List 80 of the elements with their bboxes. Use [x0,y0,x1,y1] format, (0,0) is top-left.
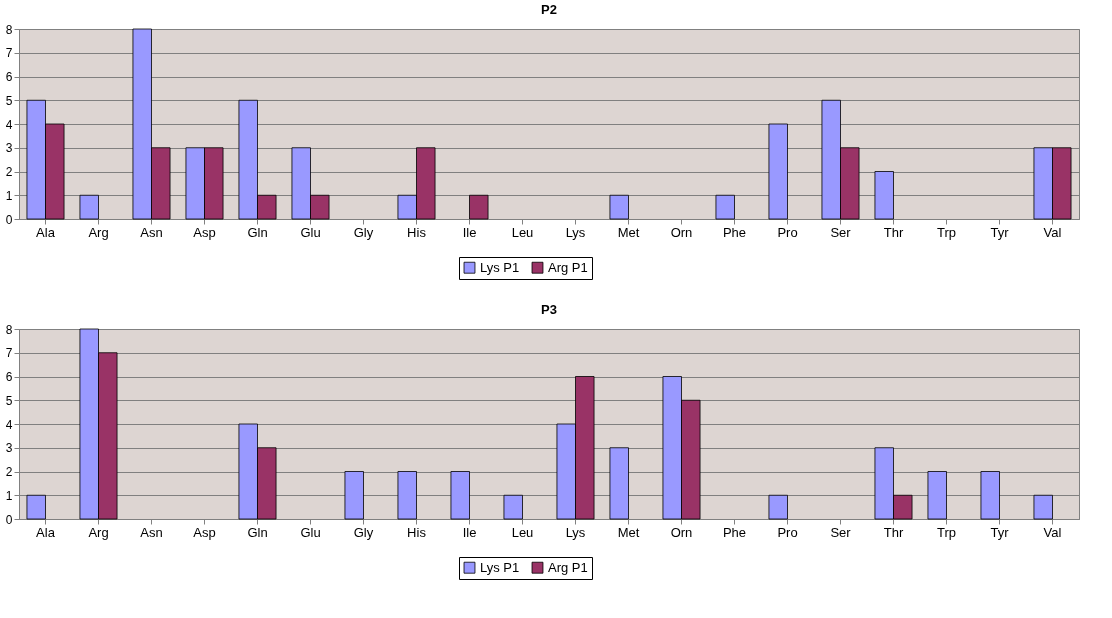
bar [450,471,470,520]
x-tick-label: Ile [462,224,477,240]
y-tick-label: 4 [5,417,13,432]
x-tick-label: His [407,524,427,540]
y-tick-label: 7 [5,346,13,361]
x-tick-label: Met [617,524,640,540]
y-tick-label: 7 [5,46,13,61]
y-tick-label: 6 [5,70,13,84]
y-tick-label: 5 [5,393,13,408]
y-tick-label: 0 [5,512,13,527]
chart-title: P3 [541,302,557,317]
x-tick-label: Gln [247,224,268,240]
x-tick-label: Asp [193,524,216,540]
x-tick-label: Met [617,224,640,240]
y-tick-label: 2 [5,165,13,179]
x-tick-label: Leu [511,524,534,540]
legend-label: Lys P1 [480,259,520,275]
chart-title: P2 [541,2,557,17]
x-tick-label: Val [1043,524,1062,540]
bar [609,447,629,520]
bar [1033,494,1053,520]
x-tick-label: Orn [670,224,693,240]
bar [768,123,788,220]
y-tick-label: 8 [5,322,13,337]
x-tick-label: Phe [722,524,747,540]
legend-label: Arg P1 [548,259,588,275]
x-tick-label: Orn [670,524,693,540]
bar [344,471,364,520]
bar [715,194,735,220]
bar [469,194,489,220]
x-tick-label: Tyr [990,524,1010,540]
x-tick-label: Val [1043,224,1062,240]
x-tick-label: His [407,224,427,240]
x-tick-label: Gly [353,524,374,540]
y-tick-label: 3 [5,141,13,156]
x-tick-label: Leu [511,224,534,240]
bar [927,471,947,520]
y-tick-label: 4 [5,117,13,132]
x-tick-label: Pro [777,224,798,240]
bar [397,471,417,520]
x-tick-label: Lys [565,224,586,240]
x-tick-label: Ser [830,524,852,540]
y-tick-label: 8 [5,22,13,37]
y-tick-label: 1 [5,488,13,503]
y-tick-label: 2 [5,465,13,479]
y-tick-label: 1 [5,188,13,203]
bar [503,494,523,520]
x-tick-label: Ile [462,524,477,540]
x-tick-label: Asp [193,224,216,240]
x-tick-label: Asn [140,524,163,540]
x-tick-label: Thr [883,524,904,540]
x-tick-label: Arg [88,524,109,540]
bar [26,494,46,520]
bar [609,194,629,220]
bar [768,494,788,520]
y-tick-label: 5 [5,93,13,108]
x-tick-label: Thr [883,224,904,240]
y-tick-label: 0 [5,212,13,227]
x-tick-label: Trp [936,524,957,540]
x-tick-label: Phe [722,224,747,240]
bar [980,471,1000,520]
bar [874,171,894,220]
x-tick-label: Trp [936,224,957,240]
x-tick-label: Glu [300,524,321,540]
x-tick-label: Pro [777,524,798,540]
x-tick-label: Gly [353,224,374,240]
x-tick-label: Asn [140,224,163,240]
x-tick-label: Ala [36,524,56,540]
x-tick-label: Ala [36,224,56,240]
legend-label: Lys P1 [480,559,520,575]
x-tick-label: Gln [247,524,268,540]
x-tick-label: Lys [565,524,586,540]
x-tick-label: Tyr [990,224,1010,240]
bar [79,194,99,220]
x-tick-label: Arg [88,224,109,240]
y-tick-label: 3 [5,441,13,456]
y-tick-label: 6 [5,370,13,384]
legend-label: Arg P1 [548,559,588,575]
x-tick-label: Glu [300,224,321,240]
x-tick-label: Ser [830,224,852,240]
